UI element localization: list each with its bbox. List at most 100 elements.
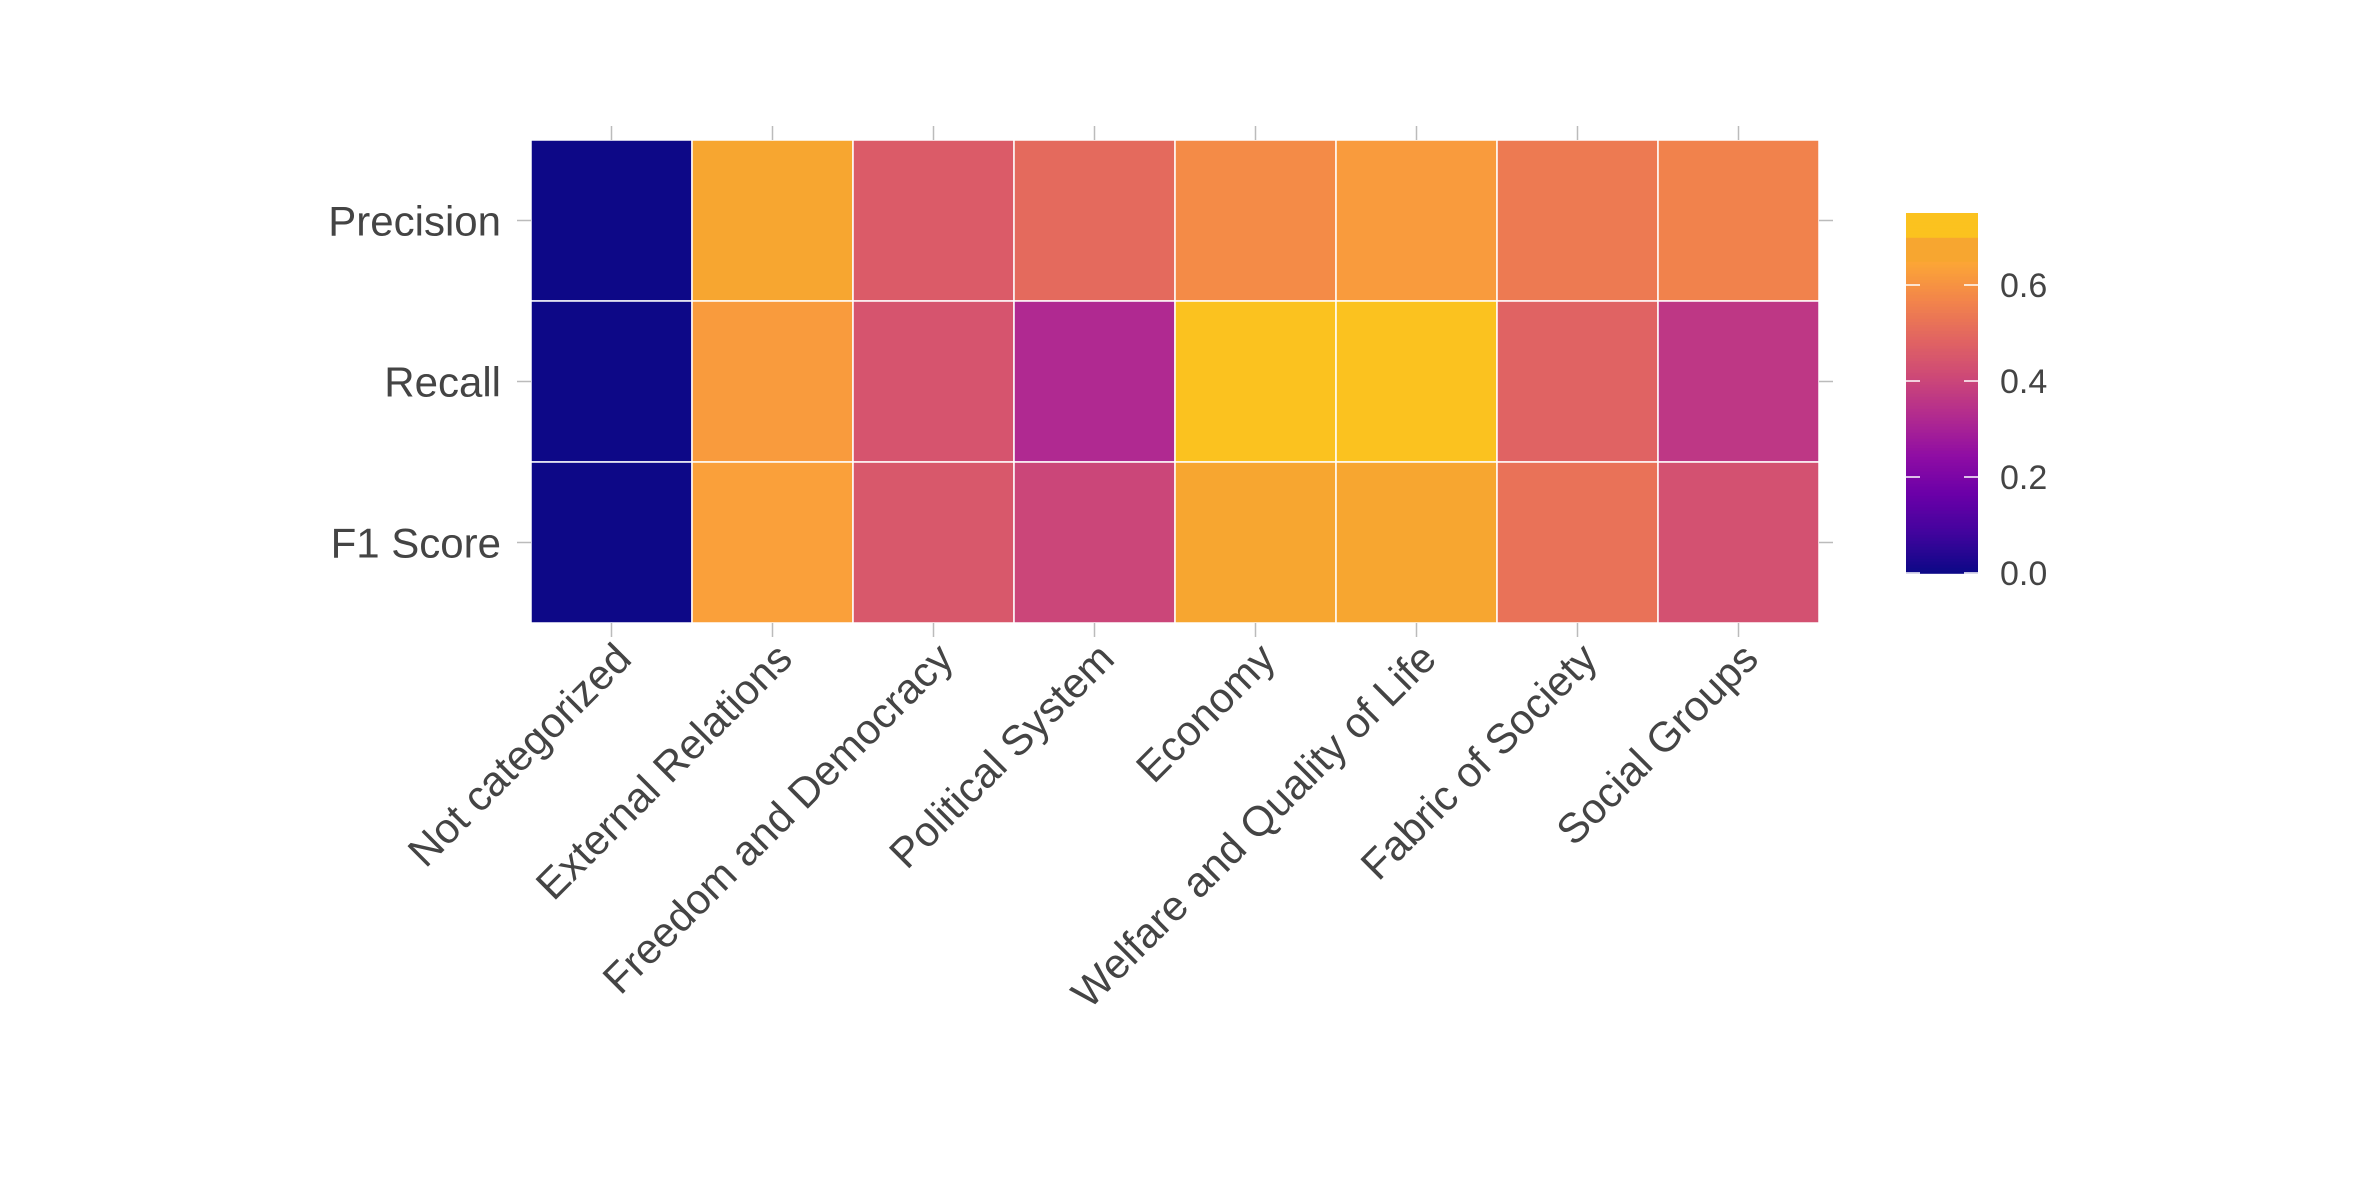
colorbar-segment: [1906, 327, 1978, 331]
colorbar-segment: [1906, 471, 1978, 475]
colorbar-segment: [1906, 294, 1978, 298]
colorbar-segment: [1906, 279, 1978, 283]
colorbar-segment: [1906, 348, 1978, 352]
colorbar-segment: [1906, 228, 1978, 232]
heatmap-cell: [852, 300, 1015, 463]
colorbar-segment: [1906, 408, 1978, 412]
colorbar-segment: [1906, 273, 1978, 277]
y-tick-label: Precision: [328, 198, 501, 245]
colorbar-segment: [1906, 489, 1978, 493]
colorbar-segment: [1906, 303, 1978, 307]
colorbar-segment: [1906, 375, 1978, 379]
heatmap-cell: [1657, 461, 1820, 624]
colorbar-segment: [1906, 555, 1978, 559]
colorbar-segment: [1906, 243, 1978, 247]
colorbar-segment: [1906, 417, 1978, 421]
heatmap-cell: [1496, 461, 1659, 624]
heatmap-cell: [691, 461, 854, 624]
colorbar-segment: [1906, 501, 1978, 505]
colorbar-segment: [1906, 447, 1978, 451]
colorbar-segment: [1906, 384, 1978, 388]
colorbar-tick-label: 0.2: [2000, 459, 2047, 497]
colorbar-segment: [1906, 498, 1978, 502]
colorbar-segment: [1906, 558, 1978, 562]
colorbar-segment: [1906, 252, 1978, 256]
colorbar-segment: [1906, 231, 1978, 235]
colorbar-segment: [1906, 339, 1978, 343]
colorbar-segment: [1906, 543, 1978, 547]
colorbar-segment: [1906, 357, 1978, 361]
colorbar-segment: [1906, 312, 1978, 316]
colorbar-segment: [1906, 354, 1978, 358]
colorbar-segment: [1906, 564, 1978, 568]
colorbar-segment: [1906, 282, 1978, 286]
colorbar-segment: [1906, 540, 1978, 544]
colorbar-segment: [1906, 465, 1978, 469]
colorbar-segment: [1906, 363, 1978, 367]
colorbar-segment: [1906, 369, 1978, 373]
colorbar-tick-label: 0.6: [2000, 267, 2047, 305]
colorbar-segment: [1906, 246, 1978, 250]
colorbar-segment: [1906, 507, 1978, 511]
heatmap-cell: [691, 139, 854, 302]
y-tick-label: F1 Score: [331, 520, 501, 567]
colorbar-segment: [1906, 510, 1978, 514]
heatmap-cell: [530, 139, 693, 302]
heatmap-cell: [1335, 139, 1498, 302]
colorbar-segment: [1906, 567, 1978, 571]
colorbar-segment: [1906, 381, 1978, 385]
colorbar-segment: [1906, 372, 1978, 376]
colorbar-segment: [1906, 222, 1978, 226]
colorbar-segment: [1906, 399, 1978, 403]
colorbar-segment: [1906, 429, 1978, 433]
colorbar-segment: [1906, 291, 1978, 295]
colorbar-segment: [1906, 324, 1978, 328]
colorbar-segment: [1906, 387, 1978, 391]
colorbar-segment: [1906, 258, 1978, 262]
colorbar-segment: [1906, 378, 1978, 382]
colorbar-segment: [1906, 405, 1978, 409]
colorbar-segment: [1906, 435, 1978, 439]
colorbar-segment: [1906, 483, 1978, 487]
colorbar-segment: [1906, 453, 1978, 457]
colorbar-segment: [1906, 414, 1978, 418]
colorbar-segment: [1906, 528, 1978, 532]
heatmap-cell: [691, 300, 854, 463]
colorbar-segment: [1906, 321, 1978, 325]
heatmap-cell: [1174, 139, 1337, 302]
colorbar-segment: [1906, 306, 1978, 310]
colorbar-segment: [1906, 441, 1978, 445]
colorbar-segment: [1906, 336, 1978, 340]
colorbar-segment: [1906, 522, 1978, 526]
colorbar-segment: [1906, 261, 1978, 265]
colorbar-segment: [1906, 459, 1978, 463]
heatmap-cell: [1335, 300, 1498, 463]
colorbar-segment: [1906, 255, 1978, 259]
colorbar-segment: [1906, 276, 1978, 280]
colorbar-segment: [1906, 219, 1978, 223]
colorbar-segment: [1906, 531, 1978, 535]
colorbar-segment: [1906, 333, 1978, 337]
heatmap-cell: [1335, 461, 1498, 624]
colorbar-segment: [1906, 318, 1978, 322]
colorbar-segment: [1906, 456, 1978, 460]
colorbar-segment: [1906, 240, 1978, 244]
heatmap-cell: [530, 300, 693, 463]
colorbar-segment: [1906, 438, 1978, 442]
colorbar-segment: [1906, 426, 1978, 430]
colorbar-segment: [1906, 393, 1978, 397]
colorbar-segment: [1906, 570, 1978, 574]
colorbar-segment: [1906, 345, 1978, 349]
colorbar-segment: [1906, 534, 1978, 538]
colorbar-tick-label: 0.4: [2000, 363, 2047, 401]
colorbar-segment: [1906, 234, 1978, 238]
colorbar-segment: [1906, 480, 1978, 484]
x-tick-label: Economy: [1127, 634, 1284, 791]
colorbar-segment: [1906, 330, 1978, 334]
colorbar-segment: [1906, 402, 1978, 406]
colorbar-segment: [1906, 267, 1978, 271]
colorbar-tick-label: 0.0: [2000, 555, 2047, 593]
heatmap-cell: [1013, 139, 1176, 302]
colorbar-segment: [1906, 213, 1978, 217]
